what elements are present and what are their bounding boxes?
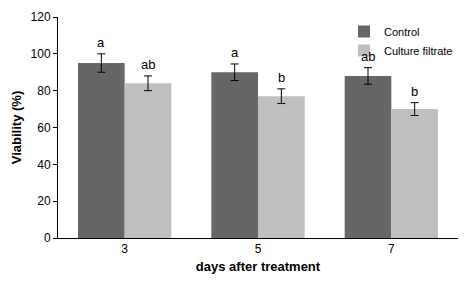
svg-text:b: b [278,70,285,85]
svg-text:a: a [97,35,105,50]
svg-text:Viability (%): Viability (%) [9,91,24,164]
svg-text:days after treatment: days after treatment [196,259,321,274]
svg-text:7: 7 [388,242,395,256]
svg-text:b: b [411,84,418,99]
svg-text:Control: Control [384,26,419,38]
svg-text:80: 80 [37,84,51,98]
svg-text:Culture filtrate: Culture filtrate [384,45,452,57]
svg-text:3: 3 [121,242,128,256]
svg-text:60: 60 [37,121,51,135]
svg-text:ab: ab [141,57,155,72]
svg-text:20: 20 [37,194,51,208]
svg-text:100: 100 [31,47,51,61]
svg-text:ab: ab [361,49,375,64]
svg-text:5: 5 [255,242,262,256]
svg-text:120: 120 [31,10,51,24]
svg-text:0: 0 [44,231,51,245]
svg-text:a: a [231,45,239,60]
svg-text:40: 40 [37,158,51,172]
